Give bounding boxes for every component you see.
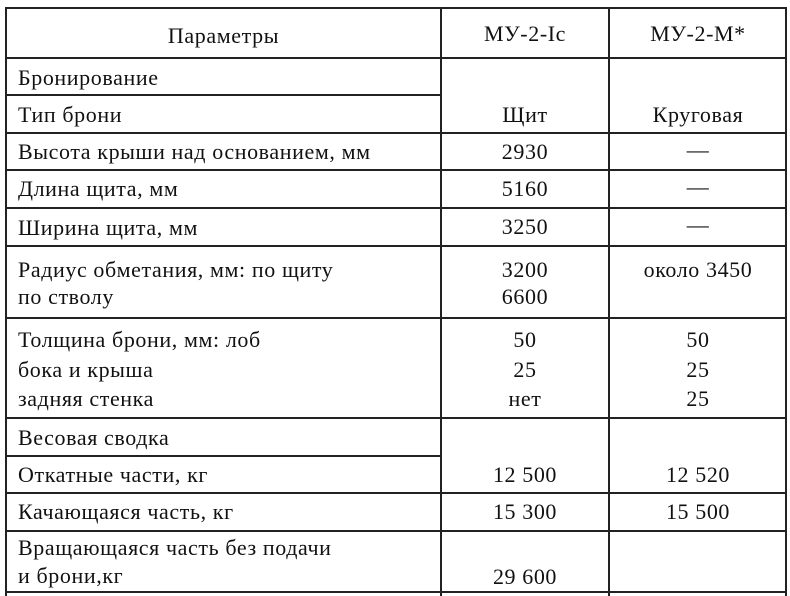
rule (5, 245, 787, 247)
section-weight: Весовая сводка (18, 425, 170, 450)
rule (608, 7, 610, 596)
header-parameters: Параметры (167, 23, 280, 48)
row-label: Качающаяся часть, кг (18, 499, 234, 524)
rule (785, 7, 787, 596)
row-value: 2930 (501, 139, 549, 164)
row-label: Вращающаяся часть без подачи (18, 535, 332, 560)
header-mu-2-ic: МУ-2-Ic (483, 21, 567, 46)
rule (5, 7, 787, 9)
row-value: — (686, 212, 710, 237)
rule (5, 57, 787, 59)
rule (5, 417, 787, 419)
row-value: 3250 (501, 214, 549, 239)
header-mu-2-m: МУ-2-М* (650, 21, 746, 46)
row-label: бока и крыша (18, 357, 154, 382)
row-value: Круговая (652, 102, 744, 127)
section-armor: Бронирование (18, 65, 159, 90)
rule (5, 132, 787, 134)
rule (5, 317, 787, 319)
row-value: 3200 (501, 257, 549, 282)
row-label: Тип брони (18, 102, 123, 127)
row-label: Толщина брони, мм: лоб (18, 327, 261, 352)
row-value: около 3450 (643, 257, 753, 282)
row-value: 5160 (501, 176, 549, 201)
row-value: 15 300 (492, 499, 558, 524)
rule (440, 7, 442, 596)
rule (5, 7, 7, 596)
row-label: Высота крыши над основанием, мм (18, 139, 371, 164)
row-label: и брони,кг (18, 563, 124, 588)
row-value: 50 (513, 327, 537, 352)
row-label: задняя стенка (18, 386, 154, 411)
row-value: 50 (686, 327, 710, 352)
rule (5, 492, 787, 494)
row-label: по стволу (18, 284, 114, 309)
row-value: 29 600 (492, 564, 558, 589)
row-label: Откатные части, кг (18, 462, 208, 487)
rule (5, 530, 787, 532)
row-value: 15 500 (665, 499, 731, 524)
rule (5, 591, 787, 593)
row-value: 12 520 (665, 462, 731, 487)
row-value: Щит (502, 102, 548, 127)
row-label: Радиус обметания, мм: по щиту (18, 257, 334, 282)
rule (5, 455, 441, 457)
row-value: — (686, 137, 710, 162)
rule (5, 94, 441, 96)
row-value: 12 500 (492, 462, 558, 487)
row-value: 25 (513, 357, 537, 382)
row-value: 25 (686, 357, 710, 382)
row-value: 25 (686, 386, 710, 411)
row-value: — (686, 174, 710, 199)
row-label: Ширина щита, мм (18, 215, 198, 240)
row-value: 6600 (501, 284, 549, 309)
rule (5, 207, 787, 209)
rule (5, 169, 787, 171)
row-value: нет (508, 386, 542, 411)
row-label: Длина щита, мм (18, 176, 179, 201)
